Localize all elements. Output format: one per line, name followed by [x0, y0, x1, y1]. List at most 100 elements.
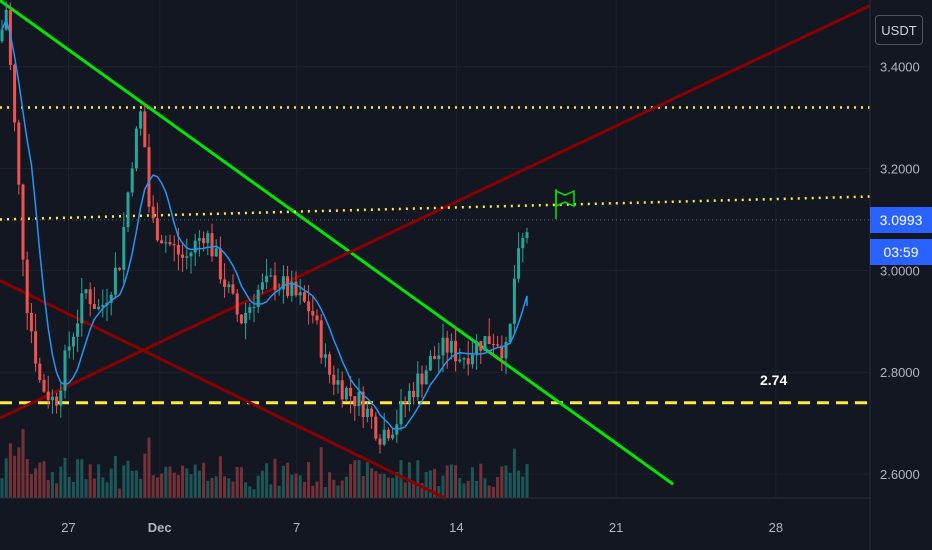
- candle-body: [126, 192, 130, 228]
- price-tick-label: 3.0000: [880, 263, 920, 278]
- price-tick-label: 2.6000: [880, 467, 920, 482]
- candle-body: [143, 111, 147, 148]
- candle-body: [386, 429, 390, 439]
- volume-bar: [189, 474, 193, 498]
- candle-body: [227, 284, 231, 288]
- candle-body: [344, 387, 348, 400]
- volume-bar: [55, 483, 59, 498]
- candle-body: [281, 276, 285, 290]
- candle-body: [252, 307, 256, 309]
- candle-body: [273, 275, 277, 290]
- currency-unit-button[interactable]: USDT: [875, 15, 923, 45]
- volume-bar: [525, 464, 529, 498]
- volume-bar: [118, 488, 122, 498]
- price-tick-label: 3.2000: [880, 162, 920, 177]
- candle-body: [269, 275, 273, 277]
- candle-body: [42, 379, 46, 392]
- volume-bar: [172, 472, 176, 498]
- volume-bar: [97, 464, 101, 498]
- candle-body: [483, 336, 487, 351]
- candle-body: [92, 304, 96, 309]
- candle-body: [101, 305, 105, 307]
- candle-body: [336, 380, 340, 385]
- candle-body: [193, 240, 197, 253]
- candle-body: [55, 396, 59, 406]
- volume-bar: [470, 467, 474, 498]
- volume-bar: [344, 476, 348, 498]
- candle-body: [454, 340, 458, 362]
- volume-bar: [143, 453, 147, 498]
- volume-bar: [508, 472, 512, 498]
- candle-body: [88, 289, 92, 305]
- volume-bar: [521, 476, 525, 498]
- candle-body: [50, 396, 54, 401]
- candle-body: [25, 259, 29, 313]
- volume-bar: [4, 458, 8, 498]
- candle-body: [328, 354, 332, 375]
- flag-icon[interactable]: [555, 189, 575, 220]
- volume-bar: [353, 460, 357, 498]
- date-axis[interactable]: 27 Dec 7 14 21 28: [61, 520, 783, 535]
- volume-bar: [134, 470, 138, 498]
- candle-body: [290, 281, 294, 296]
- candle-body: [206, 233, 210, 244]
- countdown-value: 03:59: [883, 243, 919, 260]
- volume-bar: [265, 463, 269, 498]
- volume-bar: [256, 475, 260, 498]
- date-tick-label: 28: [769, 520, 783, 535]
- volume-bar: [71, 481, 75, 498]
- candle-body: [517, 248, 521, 279]
- candle-body: [319, 320, 323, 358]
- volume-bar: [395, 471, 399, 498]
- volume-bar: [59, 466, 63, 498]
- candle-body: [512, 278, 516, 324]
- candle-body: [298, 292, 302, 296]
- candle-body: [176, 245, 180, 255]
- candle-body: [113, 267, 117, 295]
- volume-bar: [286, 462, 290, 498]
- volume-bar: [475, 480, 479, 498]
- candle-body: [218, 248, 222, 280]
- volume-bar: [361, 475, 365, 498]
- trend-line: [0, 279, 446, 500]
- candle-body: [130, 168, 134, 193]
- volume-bar: [113, 456, 117, 498]
- volume-bar: [365, 462, 369, 498]
- candle-body: [244, 312, 248, 324]
- volume-bar: [42, 461, 46, 498]
- volume-bar: [428, 470, 432, 498]
- volume-bar: [151, 475, 155, 498]
- candle-body: [168, 242, 172, 245]
- candle-body: [470, 354, 474, 365]
- volume-bar: [239, 467, 243, 498]
- volume-bar: [160, 473, 164, 498]
- countdown-tag: 03:59: [870, 238, 932, 265]
- volume-bar: [181, 465, 185, 498]
- candle-body: [475, 341, 479, 355]
- volume-bar: [46, 479, 50, 498]
- candle-body: [445, 337, 449, 353]
- volume-bar: [374, 471, 378, 498]
- volume-bar: [139, 478, 143, 498]
- candle-body: [76, 323, 80, 337]
- volume-bar: [487, 485, 491, 498]
- volume-bar: [122, 465, 126, 498]
- candle-body: [525, 232, 529, 239]
- candle-body: [353, 396, 357, 407]
- candle-body: [151, 206, 155, 219]
- volume-bar: [449, 464, 453, 498]
- candle-body: [496, 344, 500, 346]
- candle-body: [214, 248, 218, 257]
- candle-body: [504, 342, 508, 359]
- volume-bar: [210, 478, 214, 498]
- volume-bar: [126, 460, 130, 498]
- support-level-value: 2.74: [760, 372, 788, 388]
- volume-bar: [504, 465, 508, 498]
- candle-body: [59, 390, 63, 406]
- candle-body: [172, 244, 176, 246]
- volume-bar: [424, 471, 428, 498]
- candle-body: [403, 400, 407, 404]
- price-axis[interactable]: 3.4000 3.2000 3.0000 2.8000 2.6000: [880, 60, 920, 482]
- volume-bar: [155, 477, 159, 498]
